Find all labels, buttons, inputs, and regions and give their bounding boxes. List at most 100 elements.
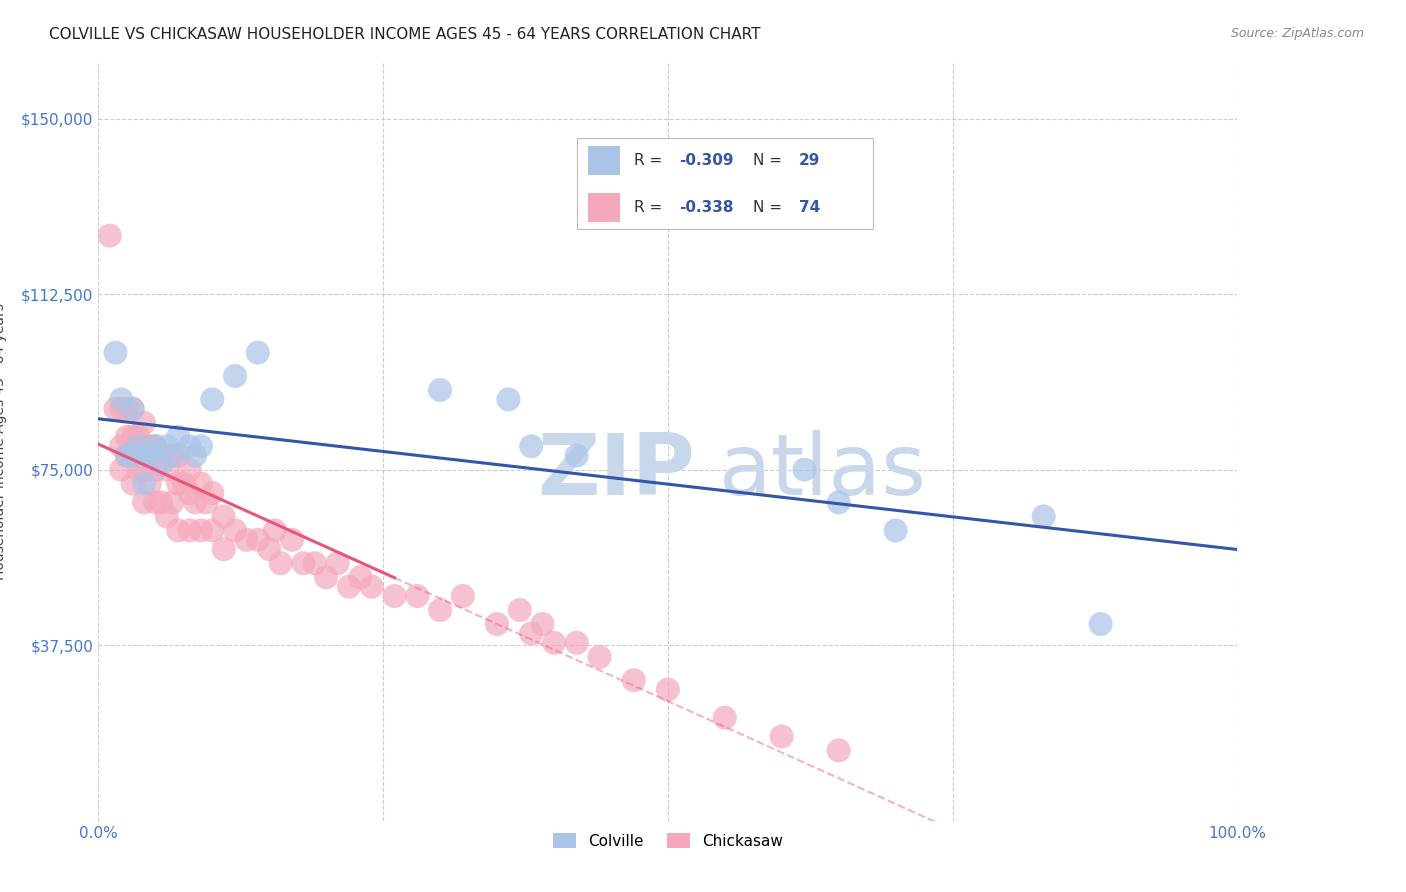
Point	[121, 401, 143, 416]
Point	[184, 495, 207, 509]
Point	[828, 743, 851, 757]
Text: -0.309: -0.309	[679, 153, 734, 168]
Point	[486, 617, 509, 632]
Point	[150, 449, 173, 463]
Point	[509, 603, 531, 617]
Point	[121, 401, 143, 416]
Point	[498, 392, 520, 407]
Point	[406, 589, 429, 603]
Point	[281, 533, 304, 547]
FancyBboxPatch shape	[588, 145, 620, 175]
Point	[429, 383, 451, 397]
Text: N =: N =	[754, 200, 787, 215]
Point	[162, 449, 184, 463]
Point	[246, 533, 269, 547]
Point	[179, 486, 201, 500]
Text: ZIP: ZIP	[537, 430, 695, 514]
Point	[167, 430, 190, 444]
Point	[270, 556, 292, 570]
Point	[173, 476, 195, 491]
Point	[145, 439, 167, 453]
Point	[150, 495, 173, 509]
Point	[150, 458, 173, 472]
FancyBboxPatch shape	[576, 138, 873, 229]
Point	[246, 345, 269, 359]
Point	[162, 449, 184, 463]
Point	[132, 449, 155, 463]
Point	[212, 542, 235, 557]
Point	[110, 401, 132, 416]
Point	[201, 392, 224, 407]
Point	[121, 449, 143, 463]
Point	[543, 636, 565, 650]
Point	[190, 476, 212, 491]
Point	[292, 556, 315, 570]
Point	[212, 509, 235, 524]
Point	[145, 462, 167, 476]
Point	[1090, 617, 1112, 632]
Point	[531, 617, 554, 632]
Point	[201, 524, 224, 538]
Point	[127, 430, 149, 444]
Point	[115, 449, 138, 463]
Point	[179, 524, 201, 538]
Point	[184, 449, 207, 463]
Point	[588, 649, 610, 664]
Point	[145, 439, 167, 453]
Point	[259, 542, 281, 557]
Point	[224, 524, 246, 538]
Point	[384, 589, 406, 603]
Point	[127, 439, 149, 453]
Point	[520, 626, 543, 640]
Text: COLVILLE VS CHICKASAW HOUSEHOLDER INCOME AGES 45 - 64 YEARS CORRELATION CHART: COLVILLE VS CHICKASAW HOUSEHOLDER INCOME…	[49, 27, 761, 42]
Text: R =: R =	[634, 200, 666, 215]
Point	[121, 476, 143, 491]
Point	[156, 439, 179, 453]
Point	[451, 589, 474, 603]
FancyBboxPatch shape	[588, 193, 620, 221]
Point	[326, 556, 349, 570]
Point	[115, 401, 138, 416]
Point	[235, 533, 257, 547]
Point	[115, 449, 138, 463]
Point	[201, 486, 224, 500]
Point	[132, 476, 155, 491]
Point	[793, 462, 815, 476]
Point	[104, 345, 127, 359]
Point	[884, 524, 907, 538]
Point	[138, 439, 160, 453]
Point	[110, 439, 132, 453]
Point	[132, 462, 155, 476]
Point	[315, 570, 337, 584]
Point	[179, 462, 201, 476]
Point	[167, 449, 190, 463]
Point	[224, 369, 246, 384]
Point	[264, 524, 287, 538]
Point	[132, 439, 155, 453]
Text: atlas: atlas	[718, 430, 927, 514]
Point	[110, 462, 132, 476]
Point	[162, 495, 184, 509]
Point	[360, 580, 382, 594]
Point	[190, 524, 212, 538]
Legend: Colville, Chickasaw: Colville, Chickasaw	[547, 827, 789, 855]
Point	[623, 673, 645, 688]
Text: R =: R =	[634, 153, 666, 168]
Point	[429, 603, 451, 617]
Point	[145, 495, 167, 509]
Point	[156, 462, 179, 476]
Point	[349, 570, 371, 584]
Point	[1032, 509, 1054, 524]
Point	[132, 495, 155, 509]
Point	[520, 439, 543, 453]
Point	[565, 449, 588, 463]
Point	[127, 462, 149, 476]
Point	[714, 711, 737, 725]
Point	[121, 449, 143, 463]
Point	[121, 430, 143, 444]
Point	[132, 416, 155, 430]
Text: 29: 29	[799, 153, 820, 168]
Point	[337, 580, 360, 594]
Point	[104, 401, 127, 416]
Point	[179, 439, 201, 453]
